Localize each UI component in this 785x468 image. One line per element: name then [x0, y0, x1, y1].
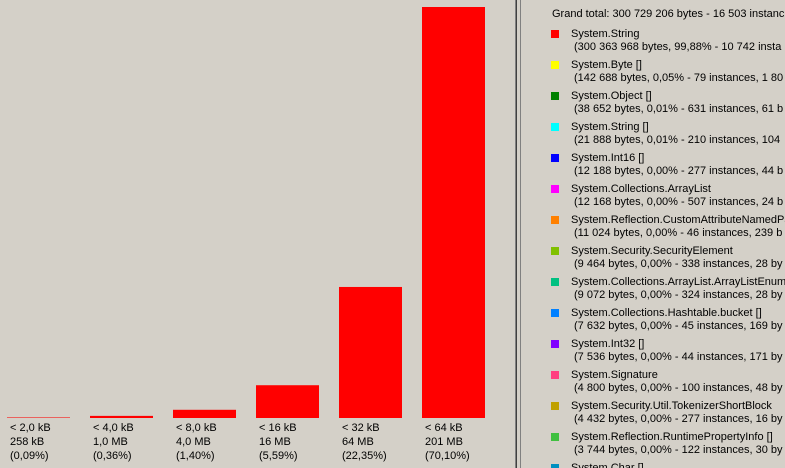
- legend-swatch: [551, 340, 559, 348]
- percent-label: (0,09%): [10, 450, 49, 462]
- bucket-label: < 2,0 kB: [10, 422, 51, 434]
- type-name: System.Security.SecurityElement: [571, 245, 733, 257]
- legend-swatch: [551, 185, 559, 193]
- percent-label: (1,40%): [176, 450, 215, 462]
- legend-swatch: [551, 123, 559, 131]
- type-detail: (7 632 bytes, 0,00% - 45 instances, 169 …: [574, 320, 783, 332]
- legend-swatch: [551, 92, 559, 100]
- separator: [515, 0, 516, 468]
- type-name: System.Collections.ArrayList: [571, 183, 711, 195]
- bar: [7, 417, 70, 418]
- size-label: 1,0 MB: [93, 436, 128, 448]
- size-label: 64 MB: [342, 436, 374, 448]
- type-name: System.String []: [571, 121, 649, 133]
- bar: [90, 415, 153, 418]
- bar: [256, 385, 319, 418]
- type-name: System.Signature: [571, 369, 658, 381]
- legend-swatch: [551, 464, 559, 468]
- bar: [422, 7, 485, 418]
- legend-swatch: [551, 371, 559, 379]
- bucket-label: < 64 kB: [425, 422, 463, 434]
- type-detail: (4 800 bytes, 0,00% - 100 instances, 48 …: [574, 382, 783, 394]
- type-detail: (38 652 bytes, 0,01% - 631 instances, 61…: [574, 103, 784, 115]
- legend-swatch: [551, 402, 559, 410]
- bar: [173, 409, 236, 418]
- percent-label: (70,10%): [425, 450, 470, 462]
- type-detail: (3 744 bytes, 0,00% - 122 instances, 30 …: [574, 444, 783, 456]
- type-detail: (9 072 bytes, 0,00% - 324 instances, 28 …: [574, 289, 783, 301]
- type-detail: (7 536 bytes, 0,00% - 44 instances, 171 …: [574, 351, 783, 363]
- type-detail: (4 432 bytes, 0,00% - 277 instances, 16 …: [574, 413, 783, 425]
- percent-label: (5,59%): [259, 450, 298, 462]
- type-detail: (12 168 bytes, 0,00% - 507 instances, 24…: [574, 196, 784, 208]
- bar: [339, 286, 402, 418]
- legend-swatch: [551, 433, 559, 441]
- legend-swatch: [551, 309, 559, 317]
- type-name: System.Reflection.CustomAttributeNamedPa: [571, 214, 785, 226]
- type-name: System.Int16 []: [571, 152, 645, 164]
- size-label: 4,0 MB: [176, 436, 211, 448]
- legend-swatch: [551, 216, 559, 224]
- type-detail: (142 688 bytes, 0,05% - 79 instances, 1 …: [574, 72, 784, 84]
- size-label: 16 MB: [259, 436, 291, 448]
- type-name: System.Object []: [571, 90, 652, 102]
- bucket-label: < 4,0 kB: [93, 422, 134, 434]
- type-name: System.Reflection.RuntimePropertyInfo []: [571, 431, 773, 443]
- grand-total: Grand total: 300 729 206 bytes - 16 503 …: [552, 8, 785, 20]
- bucket-label: < 8,0 kB: [176, 422, 217, 434]
- type-name: System.Byte []: [571, 59, 642, 71]
- legend-swatch: [551, 278, 559, 286]
- legend-swatch: [551, 30, 559, 38]
- type-name: System.Collections.ArrayList.ArrayListEn…: [571, 276, 785, 288]
- type-detail: (9 464 bytes, 0,00% - 338 instances, 28 …: [574, 258, 783, 270]
- histogram: < 2,0 kB 258 kB (0,09%) < 4,0 kB 1,0 MB (0,36…: [7, 7, 485, 462]
- type-name: System.String: [571, 28, 640, 40]
- type-name: System.Char []: [571, 462, 644, 468]
- separator: [520, 0, 521, 468]
- type-detail: (12 188 bytes, 0,00% - 277 instances, 44…: [574, 165, 784, 177]
- bucket-label: < 16 kB: [259, 422, 297, 434]
- legend-swatch: [551, 247, 559, 255]
- percent-label: (22,35%): [342, 450, 387, 462]
- legend: Grand total: 300 729 206 bytes - 16 503 …: [522, 0, 785, 468]
- separator: [516, 0, 517, 468]
- bucket-label: < 32 kB: [342, 422, 380, 434]
- type-name: System.Int32 []: [571, 338, 645, 350]
- percent-label: (0,36%): [93, 450, 132, 462]
- legend-swatch: [551, 154, 559, 162]
- type-name: System.Collections.Hashtable.bucket []: [571, 307, 762, 319]
- legend-swatch: [551, 61, 559, 69]
- type-detail: (300 363 968 bytes, 99,88% - 10 742 inst…: [574, 41, 782, 53]
- size-label: 258 kB: [10, 436, 44, 448]
- type-detail: (21 888 bytes, 0,01% - 210 instances, 10…: [574, 134, 781, 146]
- type-name: System.Security.Util.TokenizerShortBlock: [571, 400, 772, 412]
- type-detail: (11 024 bytes, 0,00% - 46 instances, 239…: [574, 227, 783, 239]
- size-label: 201 MB: [425, 436, 463, 448]
